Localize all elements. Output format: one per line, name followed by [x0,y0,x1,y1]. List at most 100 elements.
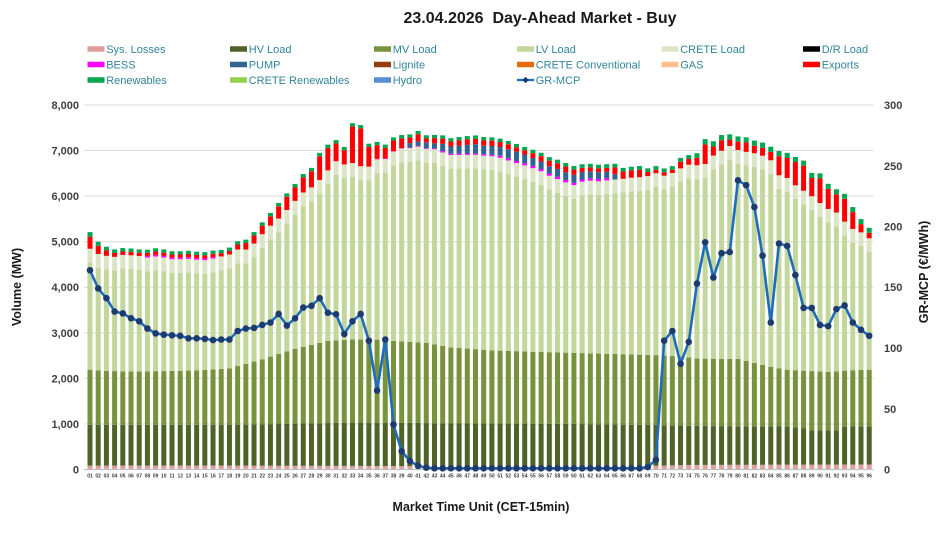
svg-text:51: 51 [497,474,503,480]
svg-text:29: 29 [317,474,323,480]
svg-text:53: 53 [514,474,520,480]
svg-text:86: 86 [784,474,790,480]
svg-text:43: 43 [432,474,438,480]
svg-text:06: 06 [128,474,134,480]
svg-text:63: 63 [596,474,602,480]
svg-text:CRETE Conventional: CRETE Conventional [536,59,641,71]
svg-text:D/R Load: D/R Load [822,44,868,56]
svg-text:35: 35 [366,474,372,480]
svg-text:83: 83 [760,474,766,480]
svg-text:13: 13 [186,474,192,480]
svg-text:Lignite: Lignite [393,59,425,71]
svg-text:64: 64 [604,474,610,480]
svg-text:44: 44 [440,474,446,480]
svg-text:14: 14 [194,474,200,480]
svg-text:80: 80 [735,474,741,480]
svg-text:45: 45 [448,474,454,480]
svg-text:54: 54 [522,474,528,480]
svg-text:87: 87 [793,474,799,480]
svg-text:62: 62 [588,474,594,480]
svg-text:78: 78 [719,474,725,480]
svg-text:61: 61 [579,474,585,480]
svg-text:93: 93 [842,474,848,480]
svg-text:31: 31 [333,474,339,480]
svg-text:81: 81 [743,474,749,480]
svg-text:4,000: 4,000 [51,282,79,294]
svg-text:04: 04 [112,474,118,480]
svg-text:50: 50 [489,474,495,480]
svg-text:95: 95 [858,474,864,480]
svg-text:BESS: BESS [106,59,135,71]
svg-text:100: 100 [884,343,902,355]
svg-text:40: 40 [407,474,413,480]
svg-text:79: 79 [727,474,733,480]
svg-text:03: 03 [104,474,110,480]
svg-text:16: 16 [210,474,216,480]
svg-text:72: 72 [670,474,676,480]
svg-text:8,000: 8,000 [51,100,79,112]
svg-text:15: 15 [202,474,208,480]
svg-text:57: 57 [547,474,553,480]
svg-text:23: 23 [268,474,274,480]
svg-text:76: 76 [702,474,708,480]
svg-text:92: 92 [834,474,840,480]
svg-text:71: 71 [661,474,667,480]
svg-text:11: 11 [169,474,175,480]
svg-text:17: 17 [218,474,224,480]
svg-text:0: 0 [884,465,890,477]
svg-text:2,000: 2,000 [51,373,79,385]
svg-text:08: 08 [145,474,151,480]
svg-text:5,000: 5,000 [51,237,79,249]
svg-text:82: 82 [752,474,758,480]
svg-text:46: 46 [456,474,462,480]
svg-text:Exports: Exports [822,59,860,71]
svg-text:Volume (MW): Volume (MW) [10,248,24,326]
svg-text:MV Load: MV Load [393,44,437,56]
svg-text:GR-MCP (€/MWh): GR-MCP (€/MWh) [917,221,931,324]
svg-text:41: 41 [415,474,421,480]
svg-text:91: 91 [825,474,831,480]
svg-text:36: 36 [374,474,380,480]
svg-text:GAS: GAS [680,59,703,71]
svg-text:37: 37 [382,474,388,480]
svg-text:18: 18 [227,474,233,480]
svg-text:6,000: 6,000 [51,191,79,203]
svg-text:09: 09 [153,474,159,480]
svg-text:22: 22 [259,474,265,480]
svg-text:47: 47 [465,474,471,480]
svg-text:59: 59 [563,474,569,480]
svg-text:12: 12 [177,474,183,480]
svg-text:48: 48 [473,474,479,480]
svg-text:Sys. Losses: Sys. Losses [106,44,166,56]
svg-text:0: 0 [73,465,79,477]
svg-text:24: 24 [276,474,282,480]
svg-text:67: 67 [629,474,635,480]
svg-text:CRETE Load: CRETE Load [680,44,745,56]
svg-text:26: 26 [292,474,298,480]
svg-text:70: 70 [653,474,659,480]
svg-text:77: 77 [711,474,717,480]
svg-text:LV Load: LV Load [536,44,576,56]
svg-text:39: 39 [399,474,405,480]
svg-text:3,000: 3,000 [51,328,79,340]
svg-text:56: 56 [538,474,544,480]
svg-text:02: 02 [95,474,101,480]
svg-text:7,000: 7,000 [51,146,79,158]
svg-text:32: 32 [341,474,347,480]
svg-text:25: 25 [284,474,290,480]
svg-text:07: 07 [136,474,142,480]
svg-text:150: 150 [884,282,902,294]
svg-text:88: 88 [801,474,807,480]
svg-text:69: 69 [645,474,651,480]
svg-text:19: 19 [235,474,241,480]
svg-text:73: 73 [678,474,684,480]
svg-text:GR-MCP: GR-MCP [536,75,581,87]
svg-text:Hydro: Hydro [393,75,422,87]
svg-text:27: 27 [300,474,306,480]
svg-text:49: 49 [481,474,487,480]
svg-text:50: 50 [884,404,896,416]
svg-text:34: 34 [358,474,364,480]
svg-text:20: 20 [243,474,249,480]
svg-text:90: 90 [817,474,823,480]
svg-text:Market Time Unit (CET-15min): Market Time Unit (CET-15min) [393,500,570,514]
